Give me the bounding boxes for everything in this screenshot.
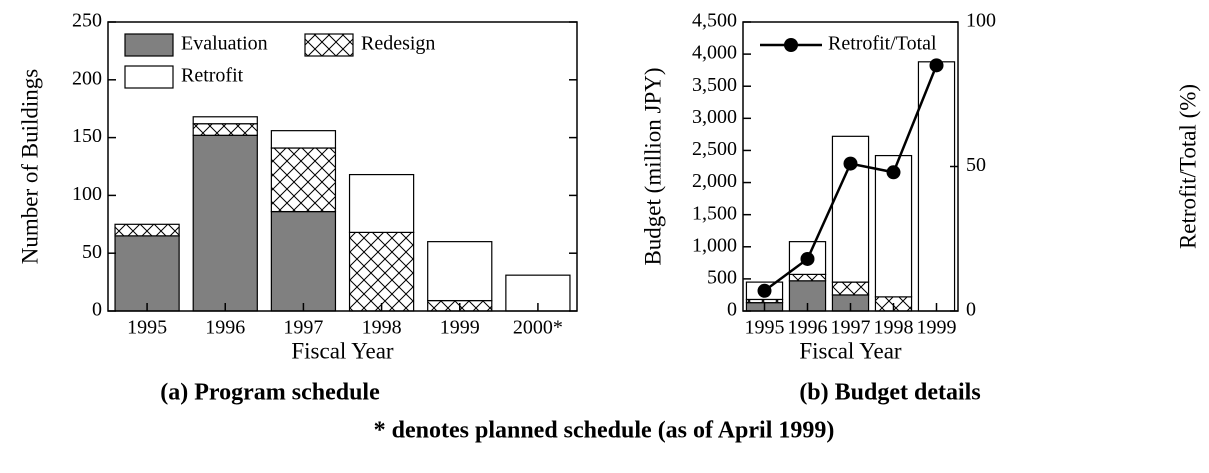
y2-tick-label: 0 (966, 299, 976, 321)
caption: (a) Program schedule (160, 380, 380, 406)
y-tick-label: 2,500 (692, 138, 737, 160)
marker (757, 283, 772, 298)
x-tick-label: 2000* (513, 317, 563, 339)
legend-swatch (304, 33, 354, 57)
bar-segment (831, 281, 870, 296)
x-tick-label: 1999 (440, 317, 480, 339)
bar-segment (270, 130, 337, 149)
y-tick-label: 500 (707, 266, 737, 288)
y-tick-label: 100 (72, 183, 102, 205)
bar-segment (917, 61, 956, 312)
y-tick-label: 1,500 (692, 202, 737, 224)
y-tick-label: 50 (82, 241, 102, 263)
bar-segment (192, 123, 258, 136)
y-tick-label: 3,500 (692, 74, 737, 96)
x-tick-label: 1997 (831, 317, 871, 339)
x-axis-label: Fiscal Year (799, 338, 902, 363)
bar-segment (270, 210, 337, 312)
x-tick-label: 1996 (205, 317, 245, 339)
y-tick-label: 0 (727, 299, 737, 321)
y2-axis-label: Retrofit/Total (%) (1175, 84, 1200, 249)
bar-segment (788, 273, 827, 282)
marker (886, 165, 901, 180)
bar-segment (348, 173, 415, 233)
marker (800, 251, 815, 266)
y-tick-label: 200 (72, 67, 102, 89)
y-axis-label: Number of Buildings (17, 69, 42, 265)
marker (929, 58, 944, 73)
legend-swatch (124, 65, 174, 89)
x-tick-label: 1998 (362, 317, 402, 339)
bar-segment (114, 223, 180, 237)
note: * denotes planned schedule (as of April … (374, 418, 835, 444)
y2-tick-label: 50 (966, 154, 986, 176)
y-tick-label: 250 (72, 10, 102, 32)
x-tick-label: 1995 (127, 317, 167, 339)
y-tick-label: 4,000 (692, 42, 737, 64)
caption: (b) Budget details (799, 380, 980, 406)
y-tick-label: 150 (72, 125, 102, 147)
x-tick-label: 1995 (745, 317, 785, 339)
bar-segment (427, 241, 493, 302)
y-tick-label: 3,000 (692, 106, 737, 128)
bar-segment (192, 116, 258, 125)
bar-segment (114, 235, 180, 312)
y-tick-label: 4,500 (692, 10, 737, 32)
y-tick-label: 1,000 (692, 234, 737, 256)
x-axis-label: Fiscal Year (291, 338, 394, 363)
bar-segment (505, 274, 571, 312)
legend-label: Redesign (361, 33, 435, 55)
bar-segment (348, 231, 415, 312)
marker (843, 156, 858, 171)
plot-frame (107, 21, 578, 312)
bar-segment (192, 134, 258, 312)
y2-tick-label: 100 (966, 10, 996, 32)
legend-label: Evaluation (181, 33, 268, 55)
y-axis-label: Budget (million JPY) (640, 67, 665, 265)
x-tick-label: 1997 (283, 317, 323, 339)
legend-marker (784, 38, 798, 52)
legend-swatch (124, 33, 174, 57)
bar-segment (270, 147, 337, 213)
legend-label: Retrofit (181, 65, 244, 87)
y-tick-label: 0 (92, 299, 102, 321)
legend-label: Retrofit/Total (828, 33, 937, 55)
x-tick-label: 1998 (874, 317, 914, 339)
x-tick-label: 1996 (788, 317, 828, 339)
y-tick-label: 2,000 (692, 170, 737, 192)
x-tick-label: 1999 (917, 317, 957, 339)
